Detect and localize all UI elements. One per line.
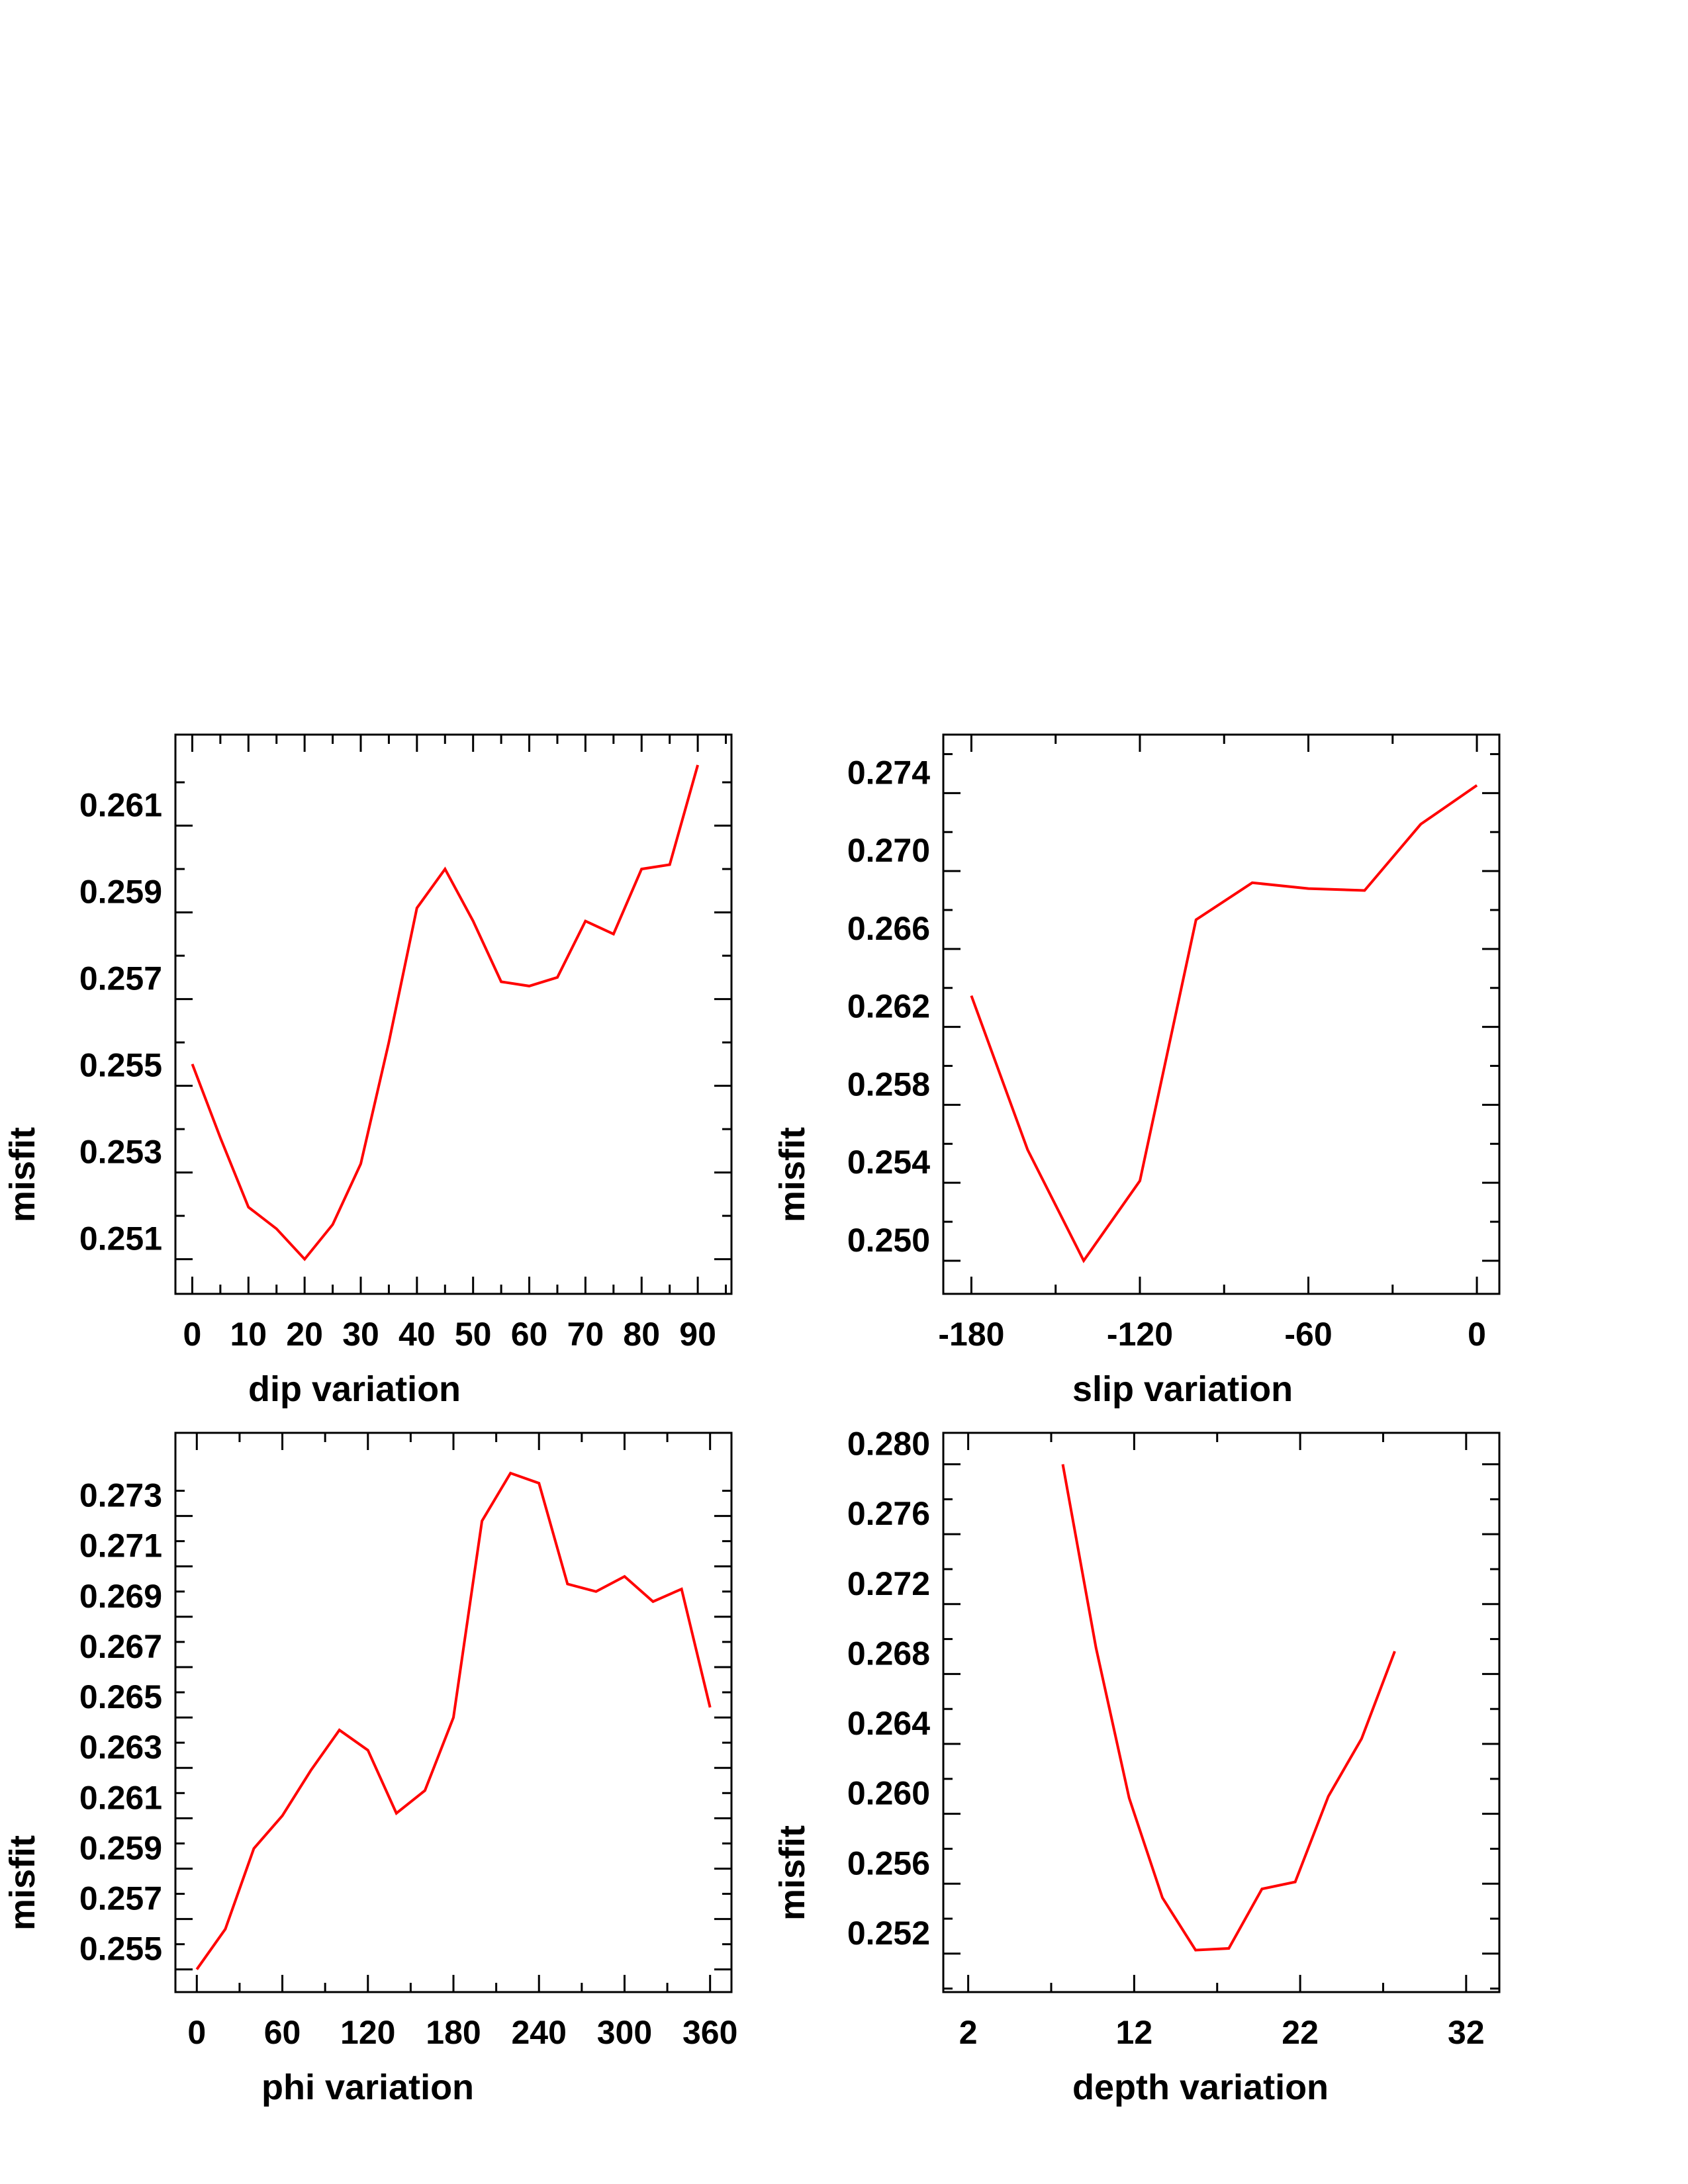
phi-y-tick-label: 0.257 xyxy=(79,1880,162,1917)
slip-y-tick-label: 0.258 xyxy=(847,1066,930,1103)
slip-misfit-line xyxy=(970,784,1478,1263)
depth-y-tick-label: 0.252 xyxy=(847,1915,930,1952)
phi-x-tick-label: 300 xyxy=(597,2014,652,2051)
depth-x-tick-label: 2 xyxy=(959,2014,978,2051)
depth-x-tick-label: 32 xyxy=(1448,2014,1485,2051)
depth-x-axis-title: depth variation xyxy=(1072,2068,1329,2107)
dip-variation-panel: dip variation misfit 0 10 20 30 40 50 60 70 80 90… xyxy=(3,733,733,1409)
phi-x-axis-title: phi variation xyxy=(261,2068,474,2107)
slip-x-tick-label: -180 xyxy=(938,1316,1004,1353)
phi-x-tick-label: 180 xyxy=(426,2014,481,2051)
phi-x-tick-label: 60 xyxy=(264,2014,301,2051)
depth-misfit-line xyxy=(1061,1464,1396,1952)
phi-x-tick-label: 360 xyxy=(682,2014,737,2051)
phi-y-tick-label: 0.273 xyxy=(79,1477,162,1514)
dip-misfit-line xyxy=(191,764,700,1261)
phi-y-tick-label: 0.265 xyxy=(79,1678,162,1715)
dip-x-tick-label: 40 xyxy=(399,1316,436,1353)
dip-y-tick-label: 0.261 xyxy=(79,787,162,824)
depth-y-axis-title: misfit xyxy=(773,1825,812,1921)
slip-y-tick-label: 0.274 xyxy=(847,754,930,791)
slip-x-tick-label: -120 xyxy=(1107,1316,1173,1353)
dip-x-tick-label: 90 xyxy=(679,1316,716,1353)
dip-x-tick-label: 30 xyxy=(342,1316,379,1353)
dip-y-tick-label: 0.259 xyxy=(79,874,162,911)
phi-y-tick-label: 0.261 xyxy=(79,1779,162,1816)
slip-y-tick-label: 0.262 xyxy=(847,988,930,1025)
depth-plot-frame xyxy=(942,1432,1501,1993)
phi-x-tick-label: 240 xyxy=(512,2014,567,2051)
slip-x-tick-label: 0 xyxy=(1468,1316,1486,1353)
phi-y-tick-label: 0.259 xyxy=(79,1829,162,1866)
depth-y-tick-label: 0.276 xyxy=(847,1495,930,1532)
dip-x-tick-label: 50 xyxy=(455,1316,492,1353)
phi-y-tick-label: 0.269 xyxy=(79,1578,162,1615)
dip-y-tick-label: 0.251 xyxy=(79,1220,162,1257)
phi-y-tick-label: 0.271 xyxy=(79,1527,162,1565)
depth-y-tick-label: 0.260 xyxy=(847,1775,930,1812)
slip-y-tick-label: 0.254 xyxy=(847,1144,930,1181)
slip-x-tick-label: -60 xyxy=(1284,1316,1332,1353)
depth-y-tick-label: 0.268 xyxy=(847,1635,930,1672)
phi-variation-panel: phi variation misfit 0 60 120 180 240 300 360 0… xyxy=(3,1432,737,2107)
depth-y-tick-label: 0.256 xyxy=(847,1844,930,1882)
phi-y-axis-title: misfit xyxy=(3,1835,42,1931)
dip-x-tick-label: 20 xyxy=(286,1316,323,1353)
phi-misfit-line xyxy=(195,1471,712,1970)
phi-x-tick-label: 120 xyxy=(340,2014,395,2051)
slip-x-axis-title: slip variation xyxy=(1072,1369,1293,1409)
depth-y-tick-label: 0.272 xyxy=(847,1565,930,1602)
dip-y-tick-label: 0.253 xyxy=(79,1134,162,1171)
dip-x-tick-label: 80 xyxy=(623,1316,660,1353)
phi-y-tick-label: 0.267 xyxy=(79,1628,162,1665)
dip-y-tick-label: 0.255 xyxy=(79,1047,162,1084)
depth-x-tick-label: 22 xyxy=(1282,2014,1319,2051)
slip-variation-panel: slip variation misfit -180 -120 -60 0 0.250 0… xyxy=(773,733,1501,1409)
dip-x-tick-label: 70 xyxy=(567,1316,604,1353)
slip-y-axis-title: misfit xyxy=(773,1127,812,1222)
slip-y-tick-label: 0.270 xyxy=(847,832,930,869)
slip-y-tick-label: 0.250 xyxy=(847,1222,930,1259)
depth-variation-panel: depth variation misfit 2 12 22 32 0.252 0.256… xyxy=(773,1426,1501,2107)
dip-plot-frame xyxy=(174,733,733,1295)
dip-x-axis-title: dip variation xyxy=(248,1369,461,1409)
slip-plot-frame xyxy=(942,733,1501,1295)
dip-y-axis-title: misfit xyxy=(3,1127,42,1222)
phi-y-tick-label: 0.255 xyxy=(79,1931,162,1968)
slip-y-tick-label: 0.266 xyxy=(847,910,930,947)
dip-y-tick-label: 0.257 xyxy=(79,960,162,997)
phi-x-tick-label: 0 xyxy=(187,2014,206,2051)
depth-y-tick-label: 0.280 xyxy=(847,1426,930,1463)
dip-x-tick-label: 10 xyxy=(230,1316,267,1353)
phi-y-tick-label: 0.263 xyxy=(79,1729,162,1766)
dip-x-tick-label: 60 xyxy=(511,1316,548,1353)
depth-x-tick-label: 12 xyxy=(1116,2014,1153,2051)
dip-x-tick-label: 0 xyxy=(183,1316,202,1353)
depth-y-tick-label: 0.264 xyxy=(847,1705,930,1742)
